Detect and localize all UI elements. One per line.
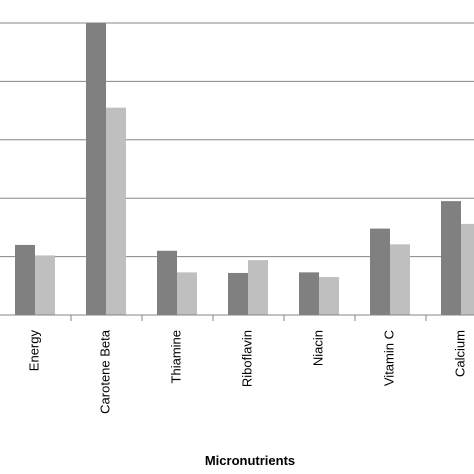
bar-energy-series-1 [15, 244, 35, 315]
category-labels: Energy Carotene Beta Thiamine Riboflavin Nia… [26, 329, 467, 414]
bar-carotene-beta-series-1 [86, 23, 106, 315]
bar-riboflavin-series-2 [248, 260, 268, 315]
bar-carotene-beta-series-2 [106, 107, 126, 316]
bar-thiamine-series-2 [177, 272, 197, 315]
bar-vitamin-c-series-2 [390, 244, 410, 315]
bar-niacin-series-1 [299, 272, 319, 315]
bars [15, 23, 474, 316]
bar-calcium-series-2 [461, 223, 474, 315]
category-label-energy: Energy [26, 330, 41, 372]
x-axis-ticks [70, 315, 427, 321]
category-label-riboflavin: Riboflavin [239, 330, 254, 387]
bar-thiamine-series-1 [157, 250, 177, 315]
category-label-carotene-beta: Carotene Beta [97, 329, 112, 414]
bar-niacin-series-2 [319, 277, 339, 315]
bar-riboflavin-series-1 [228, 272, 248, 315]
category-label-thiamine: Thiamine [168, 330, 183, 383]
category-label-calcium: Calcium [452, 330, 467, 377]
bar-energy-series-2 [35, 255, 55, 315]
x-axis-title: Micronutrients [205, 453, 295, 468]
bar-vitamin-c-series-1 [370, 228, 390, 315]
bar-calcium-series-1 [441, 201, 461, 315]
gridlines [0, 22, 474, 258]
category-label-niacin: Niacin [310, 330, 325, 366]
category-label-vitamin-c: Vitamin C [381, 330, 396, 386]
